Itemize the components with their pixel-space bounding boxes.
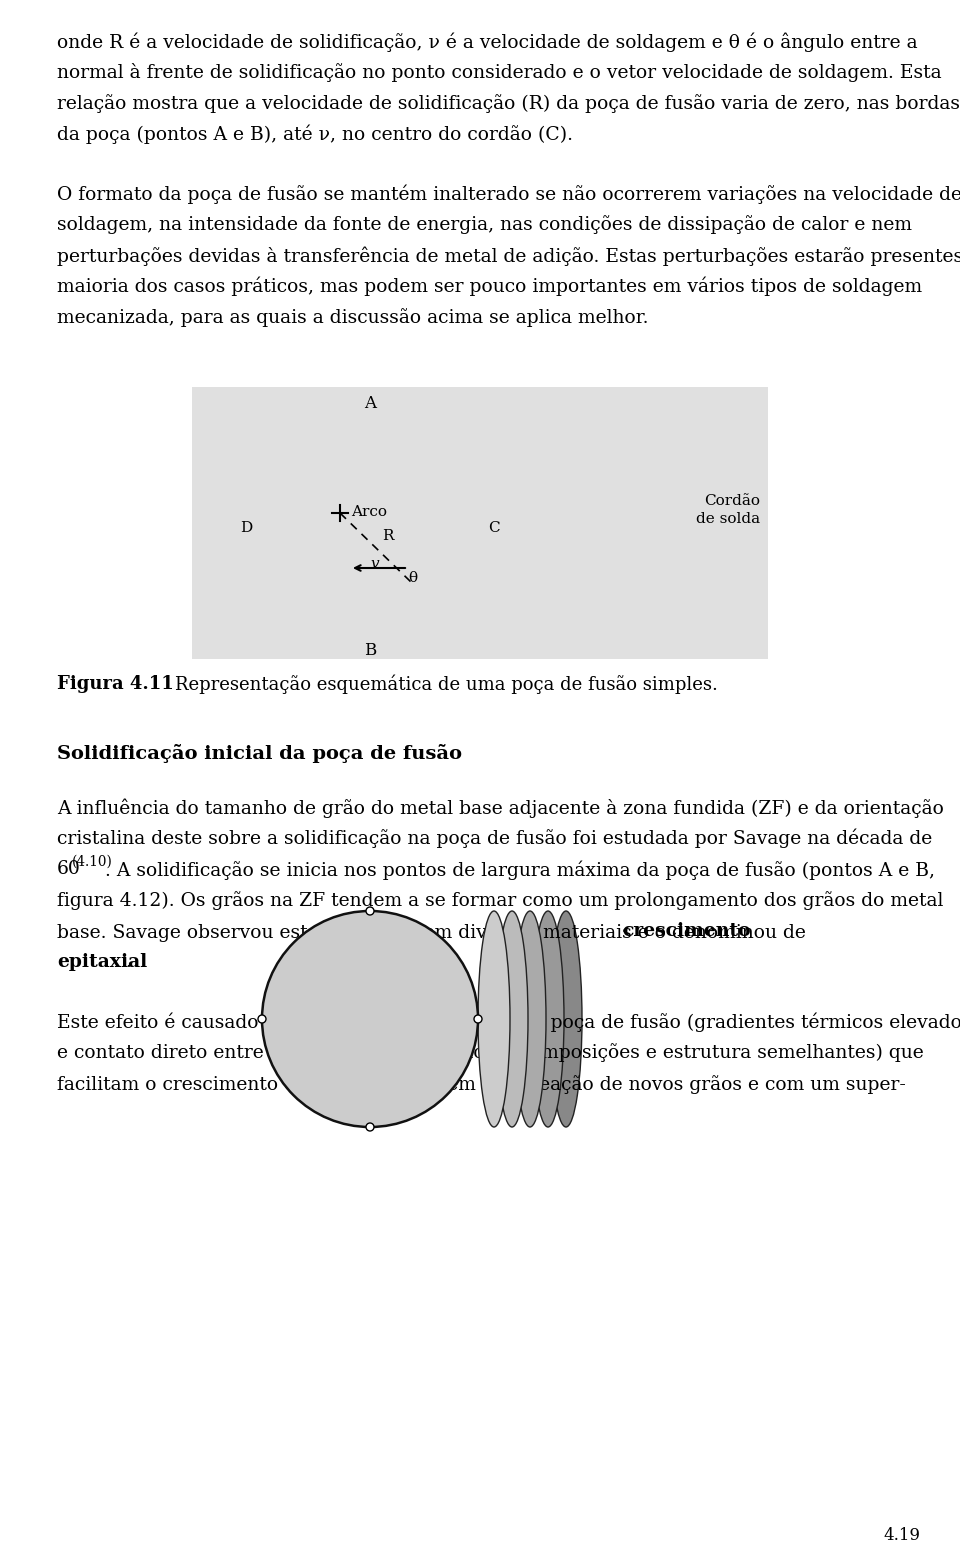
Text: A: A bbox=[364, 394, 376, 412]
Text: C: C bbox=[488, 521, 499, 535]
Text: Solidificação inicial da poça de fusão: Solidificação inicial da poça de fusão bbox=[57, 744, 462, 763]
Circle shape bbox=[366, 907, 374, 914]
Text: . A solidificação se inicia nos pontos de largura máxima da poça de fusão (ponto: . A solidificação se inicia nos pontos d… bbox=[105, 860, 935, 880]
Text: da poça (pontos A e B), até ν, no centro do cordão (C).: da poça (pontos A e B), até ν, no centro… bbox=[57, 125, 573, 144]
Text: θ: θ bbox=[408, 571, 418, 585]
Text: mecanizada, para as quais a discussão acima se aplica melhor.: mecanizada, para as quais a discussão ac… bbox=[57, 308, 649, 326]
Text: maioria dos casos práticos, mas podem ser pouco importantes em vários tipos de s: maioria dos casos práticos, mas podem se… bbox=[57, 277, 923, 297]
Text: R: R bbox=[383, 529, 395, 543]
Circle shape bbox=[366, 1123, 374, 1131]
Text: Figura 4.11: Figura 4.11 bbox=[57, 674, 174, 693]
Ellipse shape bbox=[496, 911, 528, 1128]
Ellipse shape bbox=[532, 911, 564, 1128]
Text: 4.19: 4.19 bbox=[883, 1527, 920, 1544]
Text: base. Savage observou este fenômeno em diversos materiais e o denominou de: base. Savage observou este fenômeno em d… bbox=[57, 922, 812, 942]
Text: crescimento: crescimento bbox=[622, 922, 751, 941]
Text: normal à frente de solidificação no ponto considerado e o vetor velocidade de so: normal à frente de solidificação no pont… bbox=[57, 63, 942, 82]
Text: relação mostra que a velocidade de solidificação (R) da poça de fusão varia de z: relação mostra que a velocidade de solid… bbox=[57, 94, 960, 113]
Bar bbox=[192, 387, 768, 659]
Text: epitaxial: epitaxial bbox=[57, 953, 147, 972]
Text: Arco: Arco bbox=[351, 504, 387, 518]
Ellipse shape bbox=[478, 911, 510, 1128]
Circle shape bbox=[258, 1015, 266, 1023]
Text: soldagem, na intensidade da fonte de energia, nas condições de dissipação de cal: soldagem, na intensidade da fonte de ene… bbox=[57, 215, 912, 234]
Text: Cordão
de solda: Cordão de solda bbox=[696, 495, 760, 526]
Text: onde R é a velocidade de solidificação, ν é a velocidade de soldagem e θ é o âng: onde R é a velocidade de solidificação, … bbox=[57, 32, 918, 51]
Text: B: B bbox=[364, 642, 376, 659]
Text: facilitam o crescimento direto do sólido sem a nucleação de novos grãos e com um: facilitam o crescimento direto do sólido… bbox=[57, 1074, 906, 1094]
Text: e contato direto entre um líquido e um sólido de composições e estrutura semelha: e contato direto entre um líquido e um s… bbox=[57, 1043, 924, 1063]
Ellipse shape bbox=[550, 911, 582, 1128]
Text: Este efeito é causado pelas condições existentes na poça de fusão (gradientes té: Este efeito é causado pelas condições ex… bbox=[57, 1012, 960, 1032]
Circle shape bbox=[262, 911, 478, 1128]
Text: cristalina deste sobre a solidificação na poça de fusão foi estudada por Savage : cristalina deste sobre a solidificação n… bbox=[57, 829, 932, 848]
Text: A influência do tamanho de grão do metal base adjacente à zona fundida (ZF) e da: A influência do tamanho de grão do metal… bbox=[57, 798, 944, 817]
Text: .: . bbox=[125, 953, 131, 972]
Text: D: D bbox=[240, 521, 252, 535]
Text: 60: 60 bbox=[57, 860, 81, 879]
Text: perturbações devidas à transferência de metal de adição. Estas perturbações esta: perturbações devidas à transferência de … bbox=[57, 246, 960, 266]
Circle shape bbox=[474, 1015, 482, 1023]
Text: figura 4.12). Os grãos na ZF tendem a se formar como um prolongamento dos grãos : figura 4.12). Os grãos na ZF tendem a se… bbox=[57, 891, 944, 910]
Text: Representação esquemática de uma poça de fusão simples.: Representação esquemática de uma poça de… bbox=[152, 674, 718, 695]
Text: O formato da poça de fusão se mantém inalterado se não ocorrerem variações na ve: O formato da poça de fusão se mantém ina… bbox=[57, 184, 960, 204]
Text: v: v bbox=[371, 557, 379, 571]
Ellipse shape bbox=[514, 911, 546, 1128]
Text: (4.10): (4.10) bbox=[72, 855, 113, 869]
